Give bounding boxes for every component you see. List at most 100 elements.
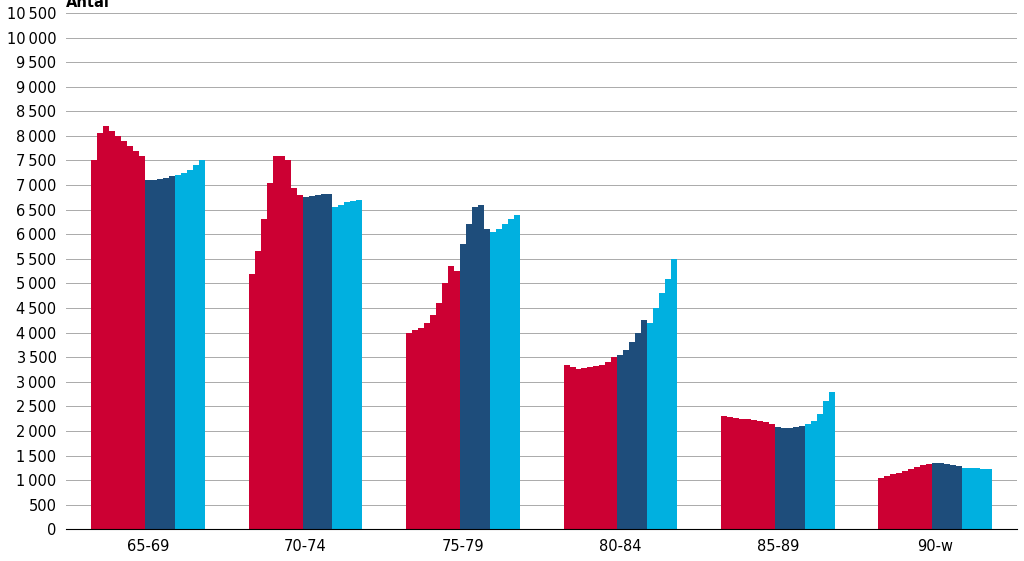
Bar bbox=[285, 160, 291, 530]
Bar bbox=[594, 366, 599, 530]
Bar bbox=[103, 126, 110, 530]
Bar bbox=[902, 471, 908, 530]
Bar bbox=[666, 278, 671, 530]
Bar bbox=[442, 283, 449, 530]
Bar bbox=[472, 207, 478, 530]
Bar bbox=[811, 421, 817, 530]
Bar bbox=[496, 229, 502, 530]
Bar bbox=[727, 417, 733, 530]
Bar bbox=[110, 131, 116, 530]
Bar bbox=[350, 201, 356, 530]
Bar bbox=[744, 419, 751, 530]
Bar bbox=[921, 466, 927, 530]
Bar bbox=[424, 323, 430, 530]
Bar bbox=[302, 197, 308, 530]
Bar bbox=[635, 333, 641, 530]
Bar bbox=[769, 424, 775, 530]
Bar bbox=[963, 468, 968, 530]
Bar bbox=[333, 207, 339, 530]
Bar bbox=[885, 476, 890, 530]
Bar bbox=[751, 420, 757, 530]
Bar bbox=[956, 466, 963, 530]
Bar bbox=[932, 463, 938, 530]
Bar bbox=[630, 342, 635, 530]
Bar bbox=[314, 195, 321, 530]
Bar bbox=[908, 470, 914, 530]
Bar bbox=[430, 315, 436, 530]
Bar bbox=[914, 467, 921, 530]
Bar bbox=[484, 229, 489, 530]
Bar bbox=[449, 266, 454, 530]
Bar bbox=[828, 392, 835, 530]
Bar bbox=[822, 402, 828, 530]
Bar bbox=[308, 196, 314, 530]
Bar bbox=[974, 468, 980, 530]
Bar bbox=[356, 200, 362, 530]
Bar bbox=[152, 180, 157, 530]
Bar bbox=[297, 195, 302, 530]
Bar bbox=[641, 320, 647, 530]
Bar bbox=[139, 155, 145, 530]
Bar bbox=[187, 171, 193, 530]
Bar bbox=[799, 426, 805, 530]
Bar bbox=[793, 427, 799, 530]
Bar bbox=[261, 219, 266, 530]
Bar bbox=[817, 414, 822, 530]
Bar bbox=[569, 367, 575, 530]
Bar bbox=[199, 160, 205, 530]
Bar bbox=[763, 422, 769, 530]
Bar bbox=[157, 179, 163, 530]
Bar bbox=[599, 365, 605, 530]
Bar bbox=[508, 219, 514, 530]
Bar bbox=[611, 357, 617, 530]
Bar bbox=[890, 474, 896, 530]
Bar bbox=[272, 155, 279, 530]
Bar bbox=[418, 328, 424, 530]
Bar bbox=[502, 224, 508, 530]
Bar bbox=[575, 370, 582, 530]
Bar bbox=[653, 308, 659, 530]
Bar bbox=[291, 187, 297, 530]
Bar bbox=[489, 232, 496, 530]
Bar bbox=[944, 464, 950, 530]
Bar bbox=[938, 463, 944, 530]
Bar bbox=[780, 427, 786, 530]
Bar bbox=[91, 160, 97, 530]
Bar bbox=[739, 419, 744, 530]
Bar bbox=[563, 365, 569, 530]
Bar bbox=[605, 362, 611, 530]
Bar bbox=[671, 259, 677, 530]
Bar bbox=[968, 468, 974, 530]
Bar bbox=[733, 418, 739, 530]
Bar bbox=[588, 367, 594, 530]
Bar bbox=[436, 303, 442, 530]
Bar bbox=[478, 205, 484, 530]
Bar bbox=[175, 175, 181, 530]
Bar bbox=[466, 224, 472, 530]
Bar bbox=[145, 180, 152, 530]
Bar bbox=[327, 194, 333, 530]
Bar bbox=[950, 465, 956, 530]
Bar bbox=[116, 136, 121, 530]
Bar bbox=[647, 323, 653, 530]
Bar bbox=[786, 428, 793, 530]
Text: Antal: Antal bbox=[67, 0, 111, 10]
Bar bbox=[121, 141, 127, 530]
Bar bbox=[133, 151, 139, 530]
Bar bbox=[193, 165, 199, 530]
Bar bbox=[127, 146, 133, 530]
Bar bbox=[805, 424, 811, 530]
Bar bbox=[617, 355, 624, 530]
Bar bbox=[757, 421, 763, 530]
Bar bbox=[407, 333, 412, 530]
Bar bbox=[624, 350, 630, 530]
Bar bbox=[721, 416, 727, 530]
Bar bbox=[181, 173, 187, 530]
Bar bbox=[344, 203, 350, 530]
Bar bbox=[896, 473, 902, 530]
Bar bbox=[255, 251, 261, 530]
Bar bbox=[514, 214, 520, 530]
Bar bbox=[412, 330, 418, 530]
Bar bbox=[454, 271, 460, 530]
Bar bbox=[321, 194, 327, 530]
